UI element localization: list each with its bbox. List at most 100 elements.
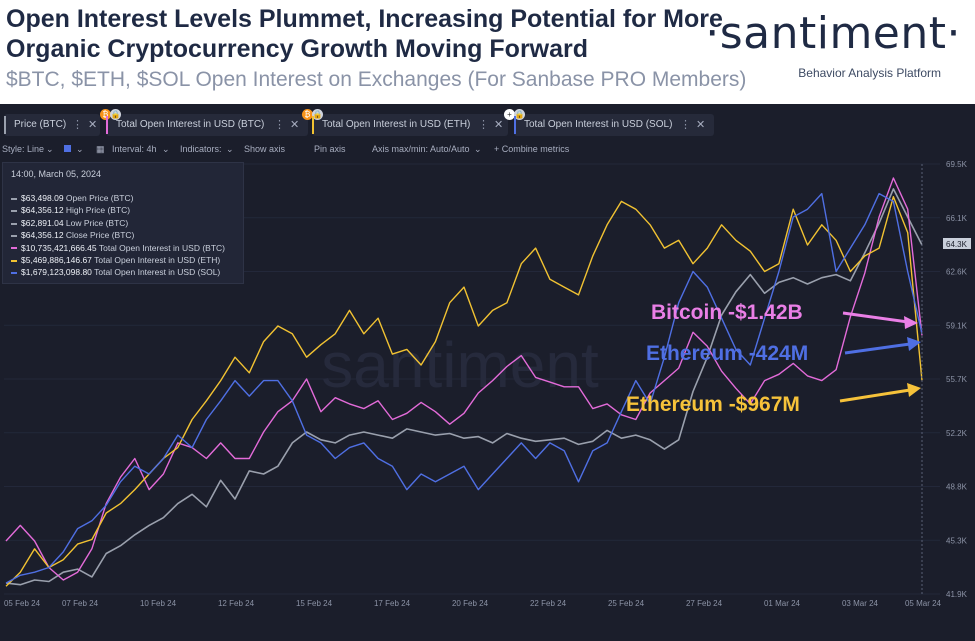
legend-label: Open Price (BTC) [63,193,134,203]
y-tick-label: 59.1K [946,321,968,330]
x-tick-label: 12 Feb 24 [218,599,255,608]
annotation-bitcoin: Bitcoin -$1.42B [651,301,803,324]
page-subtitle: $BTC, $ETH, $SOL Open Interest on Exchan… [6,68,747,91]
chevron-down-icon[interactable]: ⌄ [76,144,84,154]
y-tick-label: 69.5K [946,160,968,169]
axis-max-min-select[interactable]: Axis max/min: Auto/Auto [372,144,470,154]
legend-color-dash [11,222,17,225]
arrow-ethereum-424m [844,342,911,355]
chevron-down-icon[interactable]: ⌄ [46,144,54,154]
close-icon[interactable]: ✕ [290,119,300,131]
combine-metrics-button[interactable]: + Combine metrics [494,144,570,154]
style-select[interactable]: Style: Line [2,144,45,154]
tab-color-bar [4,116,6,134]
lock-icon: 🔒 [312,109,323,120]
x-tick-label: 05 Mar 24 [905,599,942,608]
legend-color-dash [11,272,17,275]
x-tick-label: 25 Feb 24 [608,599,645,608]
add-icon: + [504,109,515,120]
more-options-icon[interactable]: ⋮ [72,119,83,131]
watermark: santiment [321,329,599,401]
close-icon[interactable]: ✕ [88,119,98,131]
arrowhead-ethereum-967m [907,383,921,397]
series-lines [5,164,923,594]
legend-color-dash [11,247,17,250]
x-tick-label: 22 Feb 24 [530,599,567,608]
legend-value: $63,498.09 [21,193,64,203]
arrow-ethereum-967m [839,388,911,403]
metric-tabs: Price (BTC) ⋮ ✕ ₿ 🔒 Total Open Interest … [0,108,975,140]
legend-value: $1,679,123,098.80 [21,267,92,278]
legend-label: Total Open Interest in USD (BTC) [96,242,225,253]
legend-label: High Price (BTC) [63,205,131,216]
y-tick-label: 66.1K [946,214,968,223]
x-tick-label: 07 Feb 24 [62,599,99,608]
x-tick-label: 05 Feb 24 [4,599,41,608]
crosshair-legend: 14:00, March 05, 2024 $63,498.09 Open Pr… [2,162,244,284]
x-axis: 05 Feb 24 07 Feb 24 10 Feb 24 12 Feb 24 15 F… [4,599,942,608]
more-options-icon[interactable]: ⋮ [274,119,285,131]
chevron-down-icon[interactable]: ⌄ [226,144,234,154]
legend-row: $1,679,123,098.80 Total Open Interest in… [11,267,225,279]
legend-value: $10,735,421,666.45 [21,242,97,253]
chevron-down-icon[interactable]: ⌄ [162,144,170,154]
chevron-down-icon[interactable]: ⌄ [474,144,482,154]
y-tick-label: 62.6K [946,268,968,277]
tab-oi-btc[interactable]: ₿ 🔒 Total Open Interest in USD (BTC) ⋮ ✕ [100,109,308,136]
chart-toolbar: Style: Line ⌄ ⌄ ▦ Interval: 4h ⌄ Indicat… [0,140,975,160]
current-price-label: 64.3K [946,240,968,249]
tab-label: Total Open Interest in USD (SOL) [524,119,673,130]
legend-color-dash [11,234,17,237]
annotation-ethereum-424m: Ethereum -424M [646,342,808,365]
header: Open Interest Levels Plummet, Increasing… [0,0,975,104]
tab-oi-eth[interactable]: ₿ 🔒 Total Open Interest in USD (ETH) ⋮ ✕ [302,109,508,136]
tab-color-bar [106,116,108,134]
x-tick-label: 03 Mar 24 [842,599,879,608]
y-axis: 69.5K 66.1K 62.6K 59.1K 55.7K 52.2K 48.8K 45.3K… [943,160,971,599]
arrow-bitcoin [842,311,909,324]
y-tick-label: 55.7K [946,375,968,384]
more-options-icon[interactable]: ⋮ [680,119,691,131]
x-tick-label: 17 Feb 24 [374,599,411,608]
calendar-icon[interactable]: ▦ [96,144,105,154]
legend-color-dash [11,259,17,262]
x-tick-label: 01 Mar 24 [764,599,801,608]
btc-icon: ₿ [100,109,111,120]
close-icon[interactable]: ✕ [494,119,504,131]
page-title: Open Interest Levels Plummet, Increasing… [6,5,723,63]
tab-label: Price (BTC) [14,119,67,130]
series-line-3 [5,192,923,584]
legend-label: Total Open Interest in USD (ETH) [91,254,221,265]
santiment-logo: ·santiment· [705,8,961,59]
tab-label: Total Open Interest in USD (BTC) [116,119,265,130]
legend-row: $10,735,421,666.45 Total Open Interest i… [11,243,225,255]
show-axis-toggle[interactable]: Show axis [244,144,286,154]
legend-row: $64,356.12 High Price (BTC) [11,205,225,217]
y-tick-label: 41.9K [946,590,968,599]
close-icon[interactable]: ✕ [696,119,706,131]
more-options-icon[interactable]: ⋮ [478,119,489,131]
arrowhead-bitcoin [904,316,918,329]
indicators-select[interactable]: Indicators: [180,144,222,154]
lock-icon: 🔒 [514,109,525,120]
legend-label: Low Price (BTC) [63,217,129,228]
pin-axis-toggle[interactable]: Pin axis [314,144,346,154]
series-line-0 [5,188,923,586]
x-tick-label: 15 Feb 24 [296,599,333,608]
x-tick-label: 20 Feb 24 [452,599,489,608]
legend-value: $5,469,886,146.67 [21,254,92,265]
legend-row: $62,891.04 Low Price (BTC) [11,218,225,230]
x-tick-label: 10 Feb 24 [140,599,177,608]
interval-select[interactable]: Interval: 4h [112,144,157,154]
legend-value: $64,356.12 [21,205,64,216]
tab-label: Total Open Interest in USD (ETH) [322,119,471,130]
series-line-1 [5,177,923,581]
y-tick-label: 52.2K [946,429,968,438]
legend-row: $5,469,886,146.67 Total Open Interest in… [11,255,225,267]
color-swatch[interactable] [64,145,71,152]
current-price-badge [943,238,971,249]
tab-color-bar [514,116,516,134]
y-tick-label: 45.3K [946,536,968,545]
tab-oi-sol[interactable]: + 🔒 Total Open Interest in USD (SOL) ⋮ ✕ [504,109,714,136]
tab-price-btc[interactable]: Price (BTC) ⋮ ✕ [4,114,100,136]
